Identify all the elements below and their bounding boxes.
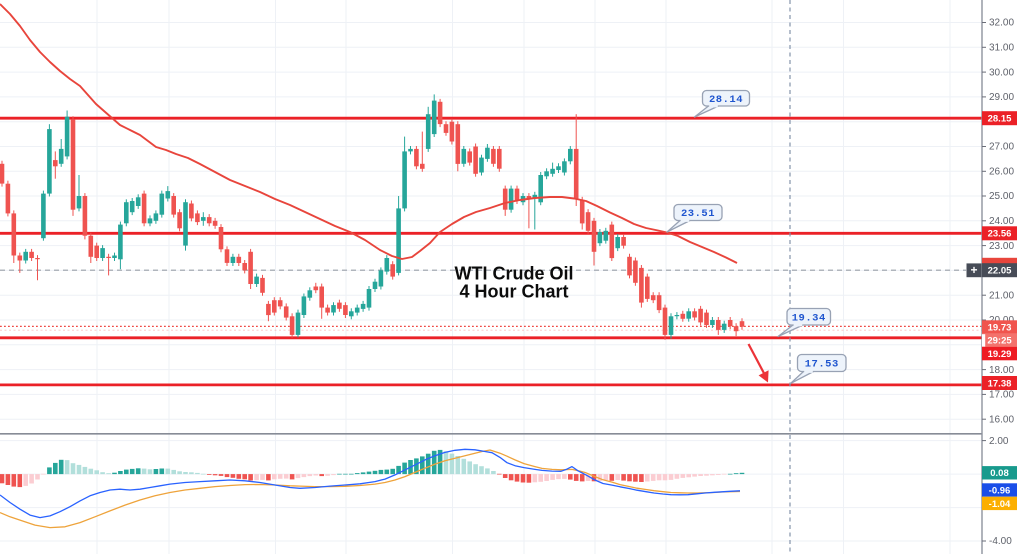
svg-text:23.56: 23.56	[988, 229, 1012, 240]
svg-text:27.00: 27.00	[989, 142, 1014, 153]
svg-text:16.00: 16.00	[989, 414, 1014, 425]
svg-text:+: +	[970, 263, 977, 277]
svg-text:2.00: 2.00	[989, 436, 1009, 447]
svg-text:17.38: 17.38	[988, 378, 1012, 389]
svg-text:32.00: 32.00	[989, 18, 1014, 29]
svg-text:22.05: 22.05	[988, 266, 1012, 277]
svg-text:23.51: 23.51	[681, 208, 715, 220]
svg-text:26.00: 26.00	[989, 167, 1014, 178]
svg-text:-0.96: -0.96	[989, 485, 1011, 496]
svg-text:31.00: 31.00	[989, 43, 1014, 54]
svg-text:28.15: 28.15	[988, 114, 1012, 125]
svg-text:19.34: 19.34	[792, 312, 826, 324]
svg-text:0.08: 0.08	[990, 468, 1009, 479]
svg-text:18.00: 18.00	[989, 365, 1014, 376]
svg-text:24.00: 24.00	[989, 216, 1014, 227]
svg-text:17.53: 17.53	[805, 359, 839, 371]
svg-text:29.00: 29.00	[989, 92, 1014, 103]
svg-text:28.14: 28.14	[709, 94, 743, 106]
svg-text:-1.04: -1.04	[989, 499, 1011, 510]
svg-text:21.00: 21.00	[989, 290, 1014, 301]
svg-text:WTI Crude Oil: WTI Crude Oil	[455, 264, 574, 284]
svg-text:-4.00: -4.00	[989, 536, 1012, 547]
svg-text:17.00: 17.00	[989, 390, 1014, 401]
svg-text:23.00: 23.00	[989, 241, 1014, 252]
svg-text:19.73: 19.73	[988, 322, 1012, 333]
svg-text:30.00: 30.00	[989, 67, 1014, 78]
svg-text:25.00: 25.00	[989, 191, 1014, 202]
svg-text:29:25: 29:25	[987, 336, 1012, 347]
svg-text:4 Hour Chart: 4 Hour Chart	[459, 282, 568, 302]
svg-text:19.29: 19.29	[988, 349, 1012, 360]
